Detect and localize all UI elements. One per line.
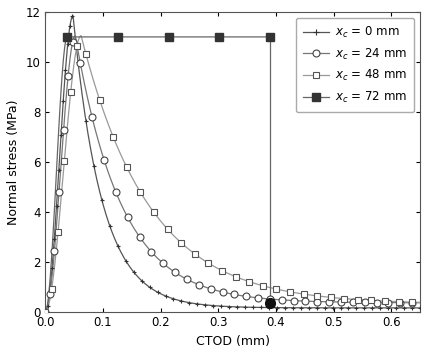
Legend: $x_c$ = 0 mm, $x_c$ = 24 mm, $x_c$ = 48 mm, $x_c$ = 72 mm: $x_c$ = 0 mm, $x_c$ = 24 mm, $x_c$ = 48 …: [295, 18, 413, 112]
X-axis label: CTOD (mm): CTOD (mm): [195, 335, 269, 348]
Y-axis label: Normal stress (MPa): Normal stress (MPa): [7, 99, 20, 225]
